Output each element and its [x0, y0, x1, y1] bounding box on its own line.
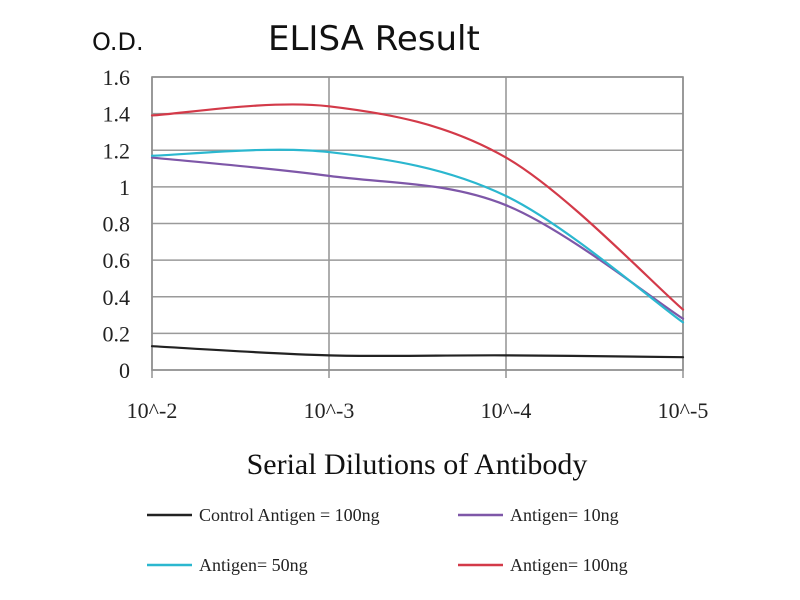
plot-border	[151, 76, 684, 371]
y-tick-label: 1.4	[103, 102, 131, 127]
y-axis-label: O.D.	[92, 28, 144, 56]
x-axis-label: Serial Dilutions of Antibody	[247, 448, 588, 481]
x-tick-label: 10^-3	[304, 398, 355, 423]
chart-title: ELISA Result	[268, 19, 480, 59]
y-tick-label: 0.4	[103, 285, 131, 310]
legend-label-4: Antigen= 100ng	[510, 555, 628, 575]
x-tick-label: 10^-2	[127, 398, 178, 423]
y-tick-label: 1.2	[103, 138, 131, 163]
legend-label-2: Antigen= 10ng	[510, 505, 619, 525]
series-lines	[150, 103, 685, 359]
x-tick-label: 10^-4	[481, 398, 532, 423]
y-tick-label: 0.6	[103, 248, 131, 273]
series-line-4	[150, 103, 685, 311]
y-tick-label: 0.8	[103, 212, 131, 237]
legend: Control Antigen = 100ng Antigen= 10ng Anti…	[147, 505, 628, 575]
plot-layer: 0 0.2 0.4 0.6 0.8 1 1.2 1.4 1.6 10^-2 10^-3 10^-4 10…	[103, 65, 709, 575]
y-tick-label: 0.2	[103, 321, 131, 346]
series-line-1	[150, 345, 685, 359]
y-tick-label: 0	[119, 358, 130, 383]
legend-label-1: Control Antigen = 100ng	[199, 505, 380, 525]
series-line-2	[150, 156, 685, 320]
y-tick-label: 1	[119, 175, 130, 200]
series-line-3	[150, 148, 685, 324]
y-tick-label: 1.6	[103, 65, 131, 90]
x-tick-label: 10^-5	[658, 398, 709, 423]
legend-label-3: Antigen= 50ng	[199, 555, 308, 575]
